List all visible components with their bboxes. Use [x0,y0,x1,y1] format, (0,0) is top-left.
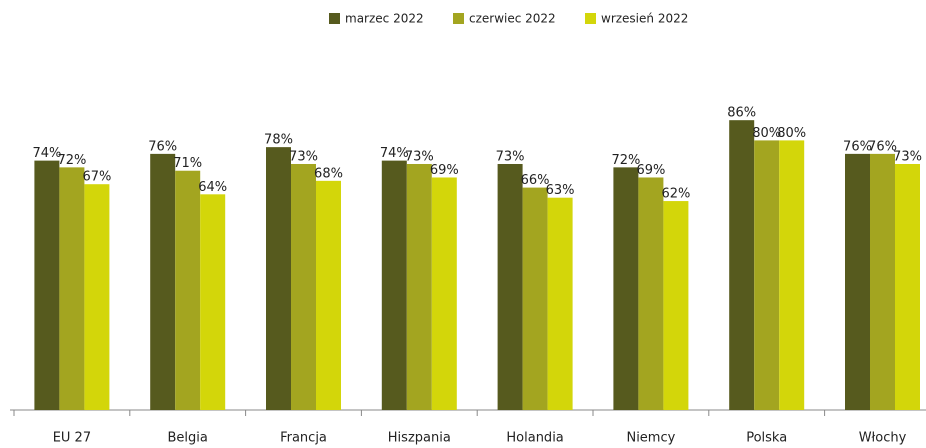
bar [200,194,226,410]
value-label: 72% [57,153,86,168]
bar [497,163,523,410]
x-tick-label: Niemcy [626,431,675,446]
x-tick-label: EU 27 [53,431,91,446]
bar [291,163,316,410]
legend-label: wrzesień 2022 [601,12,688,26]
value-label: 73% [289,149,318,164]
value-label: 76% [868,139,897,154]
bar [175,170,201,410]
value-label: 68% [314,166,343,181]
legend-swatch [585,13,596,24]
bar [381,160,407,410]
x-tick-label: Holandia [506,431,563,446]
value-label: 74% [380,146,409,161]
value-label: 72% [611,153,640,168]
x-tick-label: Hiszpania [388,431,451,446]
x-tick-label: Polska [746,431,787,446]
bar [845,153,870,410]
bar [84,184,110,410]
bar [779,140,805,410]
value-label: 62% [661,187,690,202]
bar [431,177,457,410]
value-label: 73% [496,149,525,164]
bar [522,187,548,410]
value-label: 69% [430,163,459,178]
bar [316,180,341,410]
bar [638,177,664,410]
legend-label: marzec 2022 [345,12,424,26]
value-label: 71% [173,156,202,171]
bar [266,147,291,410]
bar [613,167,639,410]
value-label: 73% [893,149,922,164]
x-tick-label: Belgia [168,431,208,446]
value-label: 76% [843,139,872,154]
value-label: 73% [405,149,434,164]
bar [729,120,755,411]
value-label: 80% [777,126,806,141]
bar [406,163,432,410]
value-label: 86% [727,106,756,121]
value-label: 78% [264,133,293,148]
legend-swatch [453,13,464,24]
bar [754,140,780,410]
legend-label: czerwiec 2022 [469,12,556,26]
value-label: 74% [32,146,61,161]
x-tick-label: Francja [280,431,327,446]
bar [150,153,176,410]
bar [663,201,689,410]
value-label: 80% [752,126,781,141]
bar [34,160,60,410]
value-label: 76% [148,139,177,154]
value-label: 67% [82,170,111,185]
x-tick-label: Włochy [859,431,907,446]
value-label: 69% [636,163,665,178]
bar [870,153,895,410]
bar [59,167,85,410]
legend-swatch [329,13,340,24]
value-label: 66% [521,173,550,188]
bar [547,197,573,410]
bar [895,163,920,410]
value-label: 64% [198,180,227,195]
value-label: 63% [546,183,575,198]
